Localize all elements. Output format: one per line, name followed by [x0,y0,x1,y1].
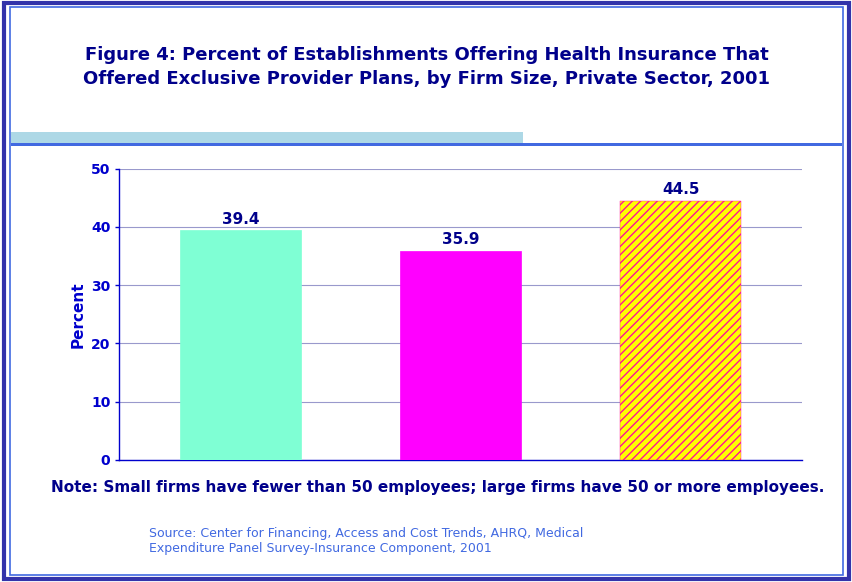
Bar [180,230,301,460]
Text: Source: Center for Financing, Access and Cost Trends, AHRQ, Medical
Expenditure : Source: Center for Financing, Access and… [149,527,583,555]
Text: Note: Small firms have fewer than 50 employees; large firms have 50 or more empl: Note: Small firms have fewer than 50 emp… [51,480,824,495]
Text: Figure 4: Percent of Establishments Offering Health Insurance That
Offered Exclu: Figure 4: Percent of Establishments Offe… [83,46,769,88]
Legend: All Firms, Small Firms, Large Firms: All Firms, Small Firms, Large Firms [268,88,653,116]
Bar [400,251,521,460]
Text: 44.5: 44.5 [661,182,699,197]
Text: 35.9: 35.9 [441,232,479,247]
Y-axis label: Percent: Percent [71,281,85,347]
Text: 39.4: 39.4 [222,212,259,227]
Bar [619,201,740,460]
